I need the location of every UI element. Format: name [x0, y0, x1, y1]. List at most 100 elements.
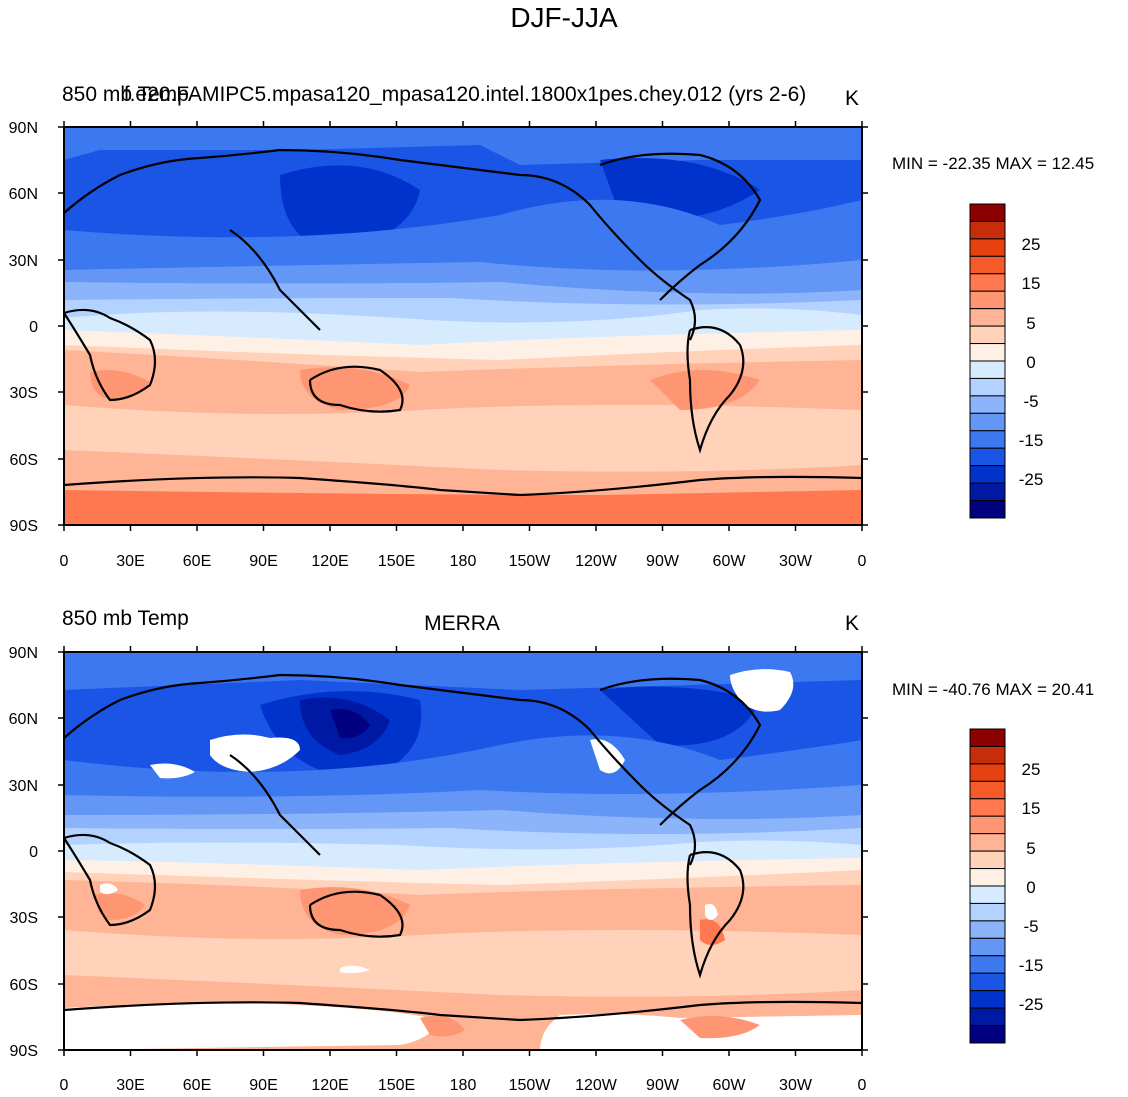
colorbar-box — [969, 255, 1006, 275]
colorbar-box — [969, 955, 1006, 974]
lon-label: 30W — [779, 553, 813, 570]
colorbar-top: 25 15 5 0 -5 -15 -25 — [969, 203, 1044, 519]
colorbar-box — [969, 377, 1006, 397]
map-top-ticks — [58, 121, 868, 531]
lat-label: 0 — [29, 319, 38, 336]
panel-bottom-units-label: K — [845, 612, 860, 635]
lat-label: 60N — [9, 711, 38, 728]
lon-label: 0 — [858, 1077, 867, 1094]
colorbar-tick-label: -5 — [1023, 917, 1038, 936]
colorbar-box — [969, 990, 1006, 1009]
colorbar-box — [969, 273, 1006, 292]
lat-label: 60N — [9, 186, 38, 203]
colorbar-box — [969, 745, 1006, 765]
colorbar-tick-label: -15 — [1019, 431, 1044, 450]
coastlines-bottom — [64, 673, 862, 1022]
map-top: 90N 60N 30N 0 30S 60S 90S 0 30E 60E 90E … — [9, 120, 1044, 570]
lon-label: 150E — [378, 553, 415, 570]
colorbar-box — [969, 238, 1006, 257]
colorbar-box — [969, 290, 1006, 310]
lon-label: 180 — [450, 553, 477, 570]
colorbar-box — [969, 815, 1006, 835]
lon-label: 120W — [575, 1077, 618, 1094]
colorbar-box — [969, 325, 1006, 345]
colorbar-box — [969, 447, 1006, 467]
colorbar-tick-label: 25 — [1022, 760, 1041, 779]
colorbar-box — [969, 430, 1006, 449]
colorbar-tick-label: -25 — [1019, 470, 1044, 489]
lon-label: 150W — [509, 1077, 552, 1094]
colorbar-box — [969, 412, 1006, 432]
lon-label: 30E — [116, 553, 144, 570]
lat-label: 30S — [10, 910, 38, 927]
lon-label: 120W — [575, 553, 618, 570]
panel-top-units-label: K — [845, 87, 860, 110]
colorbar-tick-label: -15 — [1019, 956, 1044, 975]
colorbar-tick-label: 5 — [1026, 839, 1035, 858]
colorbar-box — [969, 798, 1006, 817]
colorbar-box — [969, 1025, 1006, 1044]
map-bottom-lat-labels: 90N 60N 30N 0 30S 60S 90S — [9, 645, 38, 1060]
map-bottom-ticks — [58, 646, 868, 1056]
colorbar-box — [969, 885, 1006, 904]
lon-label: 0 — [60, 1077, 69, 1094]
colorbar-tick-label: -5 — [1023, 392, 1038, 411]
panel-bottom-left-label: 850 mb Temp — [62, 607, 189, 630]
colorbar-box — [969, 780, 1006, 800]
lon-label: 90E — [249, 553, 277, 570]
lon-label: 0 — [858, 553, 867, 570]
map-top-lat-labels: 90N 60N 30N 0 30S 60S 90S — [9, 120, 38, 535]
lon-label: 120E — [311, 1077, 348, 1094]
colorbar-tick-label: -25 — [1019, 995, 1044, 1014]
colorbar-box — [969, 500, 1006, 519]
colorbar-box — [969, 343, 1006, 362]
colorbar-tick-label: 0 — [1026, 878, 1035, 897]
lon-label: 90E — [249, 1077, 277, 1094]
lat-label: 90S — [10, 1043, 38, 1060]
lon-label: 90W — [646, 1077, 680, 1094]
lon-label: 90W — [646, 553, 680, 570]
temperature-field-top — [64, 127, 862, 525]
colorbar-box — [969, 902, 1006, 922]
lat-label: 90N — [9, 645, 38, 662]
lon-label: 30E — [116, 1077, 144, 1094]
colorbar-tick-label: 15 — [1022, 274, 1041, 293]
colorbar-bottom: 25 15 5 0 -5 -15 -25 — [969, 728, 1044, 1044]
colorbar-tick-label: 15 — [1022, 799, 1041, 818]
map-bottom: 90N 60N 30N 0 30S 60S 90S 0 30E 60E 90E … — [9, 645, 1044, 1094]
colorbar-box — [969, 850, 1006, 870]
lat-label: 0 — [29, 844, 38, 861]
colorbar-box — [969, 395, 1006, 414]
colorbar-tick-label: 0 — [1026, 353, 1035, 372]
panel-top-center-label: f.e20.FAMIPC5.mpasa120_mpasa120.intel.18… — [123, 83, 807, 106]
colorbar-tick-label: 25 — [1022, 235, 1041, 254]
colorbar-box — [969, 972, 1006, 992]
panel-top-min-max: MIN = -22.35 MAX = 12.45 — [892, 154, 1095, 173]
lon-label: 60E — [183, 553, 211, 570]
lon-label: 30W — [779, 1077, 813, 1094]
lat-label: 90S — [10, 518, 38, 535]
panel-top-left-label: 850 mb Temp — [62, 83, 189, 106]
panel-bottom-center-label: MERRA — [424, 612, 500, 635]
coastlines-top — [64, 148, 862, 497]
lon-label: 60W — [713, 553, 747, 570]
colorbar-box — [969, 1007, 1006, 1027]
lon-label: 150E — [378, 1077, 415, 1094]
colorbar-box — [969, 308, 1006, 327]
colorbar-box — [969, 868, 1006, 887]
lat-label: 90N — [9, 120, 38, 137]
map-bottom-lon-labels: 0 30E 60E 90E 120E 150E 180 150W 120W 90… — [60, 1077, 867, 1094]
panel-bottom-min-max: MIN = -40.76 MAX = 20.41 — [892, 680, 1095, 699]
lat-label: 60S — [10, 977, 38, 994]
lon-label: 60W — [713, 1077, 747, 1094]
colorbar-box — [969, 360, 1006, 379]
colorbar-box — [969, 220, 1006, 240]
lat-label: 30S — [10, 385, 38, 402]
colorbar-box — [969, 833, 1006, 852]
lat-label: 30N — [9, 253, 38, 270]
lon-label: 60E — [183, 1077, 211, 1094]
map-top-lon-labels: 0 30E 60E 90E 120E 150E 180 150W 120W 90… — [60, 553, 867, 570]
colorbar-box — [969, 763, 1006, 782]
lat-label: 30N — [9, 778, 38, 795]
colorbar-box — [969, 203, 1006, 222]
